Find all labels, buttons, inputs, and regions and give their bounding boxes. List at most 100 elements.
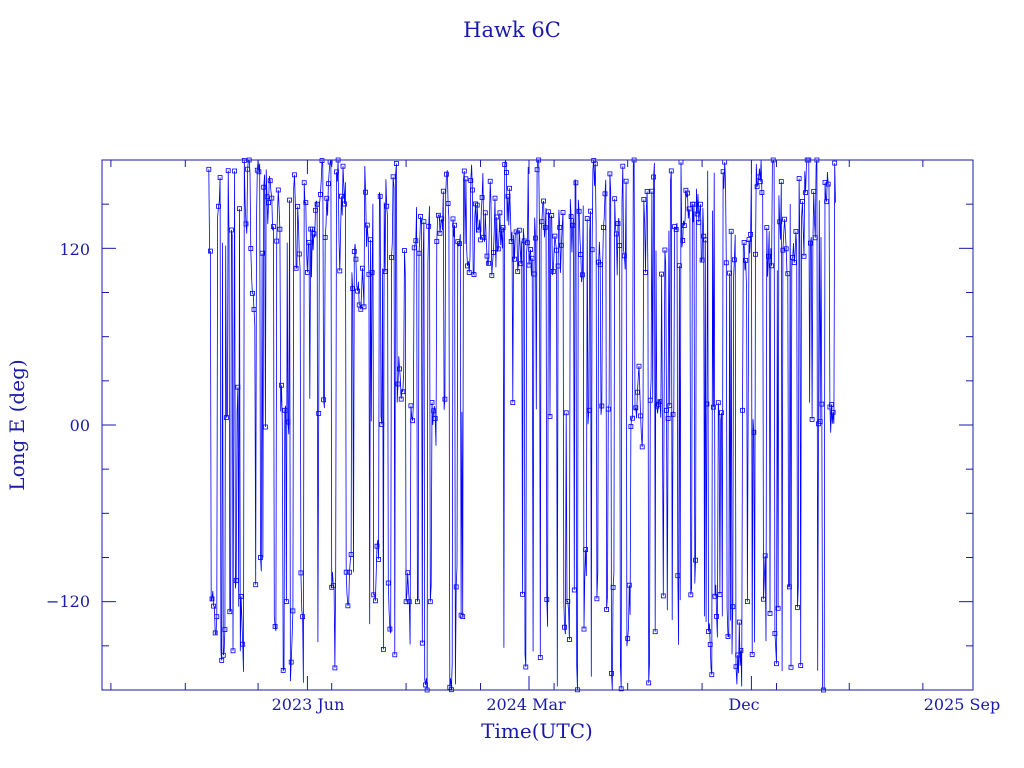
data-point [416,250,422,256]
data-point [523,664,529,670]
data-point [492,195,498,201]
data-point [778,179,784,185]
data-point [757,179,763,185]
data-point [285,419,291,425]
data-point [397,366,403,372]
data-point [432,416,438,421]
data-point [801,253,807,259]
data-point [421,219,427,225]
data-point [515,269,521,275]
data-point [251,307,257,312]
data-point [563,410,569,416]
data-point [777,219,783,225]
data-point [583,547,588,552]
data-point [803,190,808,196]
data-point [635,389,640,395]
data-point [434,239,440,244]
data-point [759,190,765,196]
data-point [562,624,567,630]
data-point [829,402,834,408]
data-point [618,686,624,692]
data-point [292,172,297,178]
data-point [400,389,406,395]
data-point [808,240,813,246]
data-point [800,198,805,204]
data-point [235,384,241,390]
data-point [283,599,289,604]
data-point [605,406,611,412]
data-point [282,407,288,413]
data-point [406,599,412,605]
data-point [258,555,263,560]
data-point [290,608,296,614]
data-point [709,672,715,678]
data-point [594,596,600,602]
data-point [796,176,802,182]
data-point [762,553,768,559]
data-point [694,211,700,217]
data-point [452,222,458,228]
data-point [699,257,705,263]
data-point [398,396,404,402]
data-point [329,584,335,590]
data-point [274,238,280,244]
data-point [295,204,301,209]
data-point [677,263,682,269]
data-point [429,399,435,405]
data-point [774,661,779,667]
data-point [609,671,614,676]
data-point [680,238,686,243]
data-point [486,260,492,266]
data-point [520,591,525,597]
data-point [376,557,382,562]
data-point [518,261,524,267]
data-point [612,196,618,202]
data-point [580,272,585,278]
data-point [675,573,681,579]
data-point [651,174,656,180]
data-point [626,582,632,588]
data-point [245,166,251,172]
data-point [411,245,417,251]
data-point [743,257,749,263]
data-point [693,557,698,563]
data-point [423,682,428,688]
data-point [636,363,642,369]
data-point [431,408,437,414]
data-point [359,265,365,271]
data-point [686,206,692,212]
data-point [787,584,792,590]
data-point [214,614,220,620]
data-point [311,231,317,237]
data-point [363,189,369,195]
data-point [217,175,223,181]
data-point [641,197,647,202]
data-point [296,251,302,257]
data-point [489,272,495,278]
data-point [775,605,781,611]
data-point [487,178,493,184]
data-point [479,195,485,200]
data-point [510,400,516,406]
data-point [304,269,310,275]
y-tick-label-0: 00 [70,416,90,435]
data-point [660,593,666,599]
data-point [389,254,394,260]
data-point [772,631,778,636]
data-point [542,225,548,230]
data-point [584,216,590,222]
data-point [227,609,233,615]
data-point [819,401,825,407]
data-point [795,605,800,610]
data-point [578,252,584,258]
data-point [783,246,789,252]
data-point [567,637,572,642]
data-point [735,652,741,658]
data-point [408,403,414,409]
data-point [764,225,770,231]
data-point [662,247,668,253]
data-point [657,399,663,405]
data-point [704,401,710,407]
data-point [259,250,265,256]
